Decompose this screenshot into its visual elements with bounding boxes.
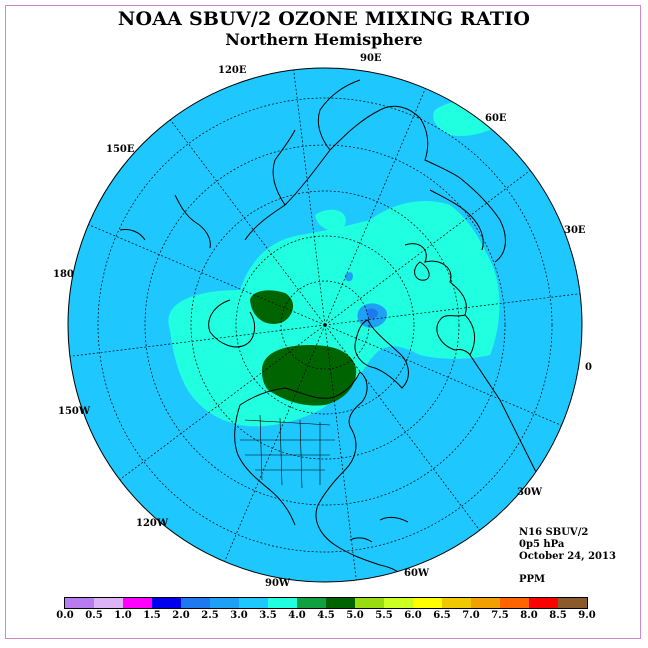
graticule	[97, 97, 553, 553]
lon-label-120E: 120E	[218, 65, 247, 76]
colorbar-tick-label: 4.0	[288, 610, 306, 621]
colorbar-cell	[355, 598, 384, 608]
map-subtitle: Northern Hemisphere	[225, 30, 423, 49]
colorbar-cell	[471, 598, 500, 608]
colorbar-tick-label: 7.5	[491, 610, 509, 621]
longitude-labels: 90E 60E 30E 0 30W 60W 90W 120W 150W 180 …	[53, 53, 592, 589]
instrument-label: N16 SBUV/2	[519, 527, 589, 538]
map-title: NOAA SBUV/2 OZONE MIXING RATIO	[117, 8, 531, 30]
map-boundary	[67, 67, 583, 583]
colorbar-cell	[123, 598, 152, 608]
colorbar-cell	[442, 598, 471, 608]
colorbar-cell	[500, 598, 529, 608]
units-label: PPM	[519, 574, 546, 585]
colorbar-cell	[558, 598, 587, 608]
lon-label-30E: 30E	[564, 225, 586, 236]
meridian-line	[324, 170, 531, 326]
colorbar-tick-label: 2.0	[172, 610, 190, 621]
figure-frame	[5, 5, 641, 639]
colorbar-tick-label: 3.0	[230, 610, 248, 621]
meridian-line	[88, 224, 326, 326]
lon-label-150E: 150E	[106, 144, 135, 155]
colorbar-cell	[529, 598, 558, 608]
colorbar-tick-label: 3.5	[259, 610, 277, 621]
colorbar-tick-label: 0.0	[56, 610, 74, 621]
colorbar-cell	[297, 598, 326, 608]
contour-band-4.5-5.0-b	[262, 345, 357, 406]
lon-label-0: 0	[585, 362, 592, 373]
colorbar-cell	[65, 598, 94, 608]
date-label: October 24, 2013	[519, 551, 616, 562]
colorbar-tick-label: 8.5	[549, 610, 567, 621]
colorbar-cell	[94, 598, 123, 608]
lon-label-150W: 150W	[58, 406, 91, 417]
meridian-line	[69, 324, 326, 357]
colorbar-tick-label: 8.0	[520, 610, 538, 621]
colorbar-cell	[239, 598, 268, 608]
colorbar-tick-label: 0.5	[85, 610, 103, 621]
contour-fields	[168, 99, 515, 427]
colorbar-cell	[413, 598, 442, 608]
colorbar-cell	[326, 598, 355, 608]
contour-band-3.5-4.0	[168, 200, 500, 427]
meridian-line	[324, 324, 480, 531]
meridian-line	[119, 324, 326, 480]
colorbar-tick-label: 1.5	[143, 610, 161, 621]
colorbar-cell	[268, 598, 297, 608]
colorbar-tick-label: 2.5	[201, 610, 219, 621]
meridian-line	[324, 293, 581, 326]
meridian-line	[170, 119, 326, 326]
meridian-line	[324, 324, 562, 426]
lon-label-180: 180	[53, 269, 74, 280]
colorbar-tick-label: 9.0	[578, 610, 596, 621]
contour-band-4.5-5.0-a	[250, 290, 294, 324]
contour-band-3.5-4.0-west	[315, 209, 346, 231]
colorbar-tick-label: 5.0	[346, 610, 364, 621]
colorbar	[64, 597, 588, 609]
colorbar-cell	[181, 598, 210, 608]
colorbar-tick-label: 5.5	[375, 610, 393, 621]
lon-label-120W: 120W	[136, 518, 169, 529]
colorbar-cell	[210, 598, 239, 608]
lon-label-60W: 60W	[404, 568, 430, 579]
colorbar-tick-label: 1.0	[114, 610, 132, 621]
lon-label-60E: 60E	[485, 113, 507, 124]
colorbar-tick-label: 6.5	[433, 610, 451, 621]
pressure-level-label: 0p5 hPa	[519, 539, 565, 550]
colorbar-cell	[152, 598, 181, 608]
colorbar-cell	[384, 598, 413, 608]
meridian-line	[224, 324, 326, 562]
meridian-line	[324, 324, 357, 581]
meridian-line	[293, 69, 326, 326]
colorbar-tick-label: 7.0	[462, 610, 480, 621]
meridian-line	[324, 88, 426, 326]
lon-label-30W: 30W	[517, 487, 543, 498]
contour-band-2.0-2.5	[366, 308, 378, 319]
colorbar-tick-label: 4.5	[317, 610, 335, 621]
meridian-lines	[69, 69, 581, 581]
colorbar-tick-label: 6.0	[404, 610, 422, 621]
lon-label-90E: 90E	[360, 53, 382, 64]
lon-label-90W: 90W	[265, 578, 291, 589]
